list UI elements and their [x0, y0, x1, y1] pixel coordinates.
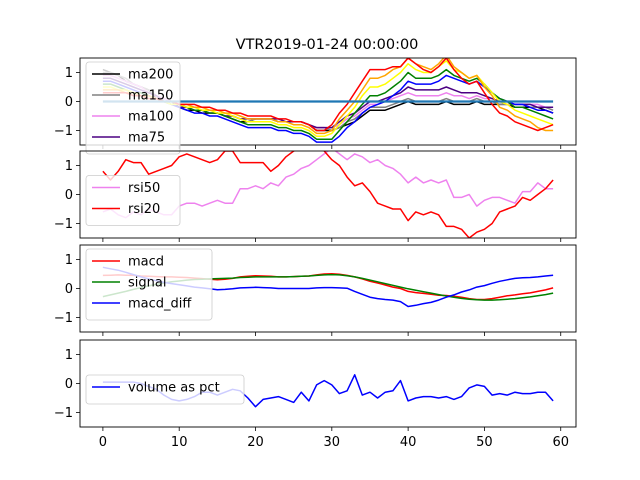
panel-rsi: −1 0 1 rsi50 rsi20 [54, 150, 577, 242]
y-tick-label: −1 [54, 406, 73, 421]
legend-label: macd_diff [128, 297, 192, 312]
legend-label: signal [128, 276, 166, 291]
legend-box [85, 374, 245, 405]
x-tick-label: 10 [171, 435, 188, 450]
legend-box [85, 61, 181, 155]
y-tick-label: −1 [54, 124, 73, 139]
y-tick-label: 0 [65, 95, 73, 110]
panel-macd: −1 0 1 macd signal macd_diff [54, 244, 577, 336]
legend-label: rsi20 [128, 202, 160, 217]
y-tick-label: −1 [54, 217, 73, 232]
legend-entry: volume as pct [92, 381, 220, 396]
legend-label: macd [128, 255, 164, 270]
y-tick-label: 1 [65, 159, 73, 174]
y-tick-label: 0 [65, 377, 73, 392]
legend-entry: signal [92, 276, 166, 291]
legend-label: ma75 [128, 131, 165, 146]
panel-ma: −1 0 1 ma200 ma150 ma100 ma75 [54, 57, 577, 155]
x-tick-label: 20 [247, 435, 264, 450]
y-tick-label: 0 [65, 282, 73, 297]
legend-entry: ma150 [92, 89, 173, 104]
x-tick-label: 0 [99, 435, 107, 450]
y-tick-label: −1 [54, 311, 73, 326]
series-line-rsi20 [102, 151, 554, 238]
legend: ma200 ma150 ma100 ma75 [85, 61, 181, 155]
legend-entry: ma200 [92, 68, 173, 83]
legend-entry: macd_diff [92, 297, 192, 312]
legend: rsi50 rsi20 [85, 175, 181, 226]
legend-entry: rsi20 [92, 202, 160, 217]
legend-label: ma200 [128, 68, 173, 83]
y-tick-label: 0 [65, 188, 73, 203]
legend-entry: ma75 [92, 131, 165, 146]
chart-title: VTR2019-01-24 00:00:00 [236, 37, 419, 53]
panels: −1 0 1 ma200 ma150 ma100 ma75 −1 0 1 rsi50 rsi20 −1 0… [54, 57, 577, 450]
y-tick-label: 1 [65, 348, 73, 363]
legend-entry: ma100 [92, 110, 173, 125]
x-tick-label: 30 [324, 435, 341, 450]
legend-label: rsi50 [128, 181, 160, 196]
x-tick-label: 50 [476, 435, 493, 450]
legend-entry: macd [92, 255, 164, 270]
y-tick-label: 1 [65, 253, 73, 268]
legend-label: ma100 [128, 110, 173, 125]
legend: macd signal macd_diff [85, 248, 213, 321]
legend: volume as pct [85, 374, 245, 405]
legend-entry: rsi50 [92, 181, 160, 196]
legend-label: volume as pct [128, 381, 220, 396]
legend-label: ma150 [128, 89, 173, 104]
x-tick-label: 40 [400, 435, 417, 450]
y-tick-label: 1 [65, 66, 73, 81]
x-tick-label: 60 [552, 435, 569, 450]
